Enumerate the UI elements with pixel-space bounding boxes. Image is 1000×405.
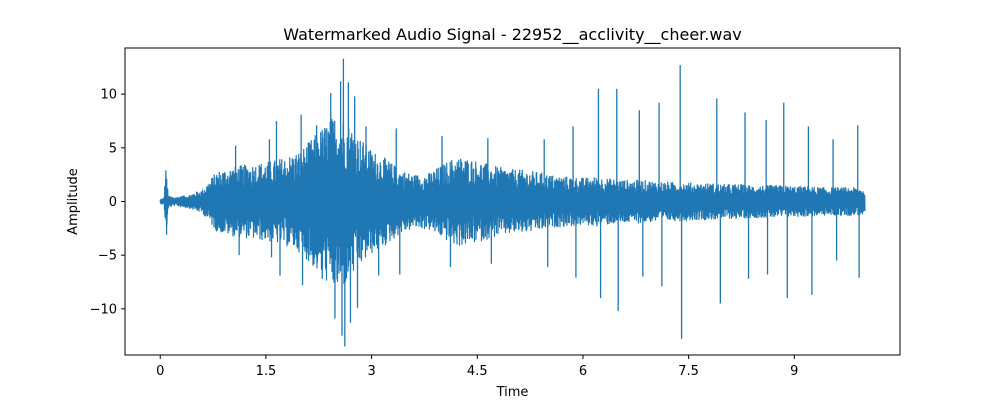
x-tick-label: 7.5: [678, 364, 699, 379]
x-tick-label: 9: [790, 364, 798, 379]
x-tick-label: 0: [156, 364, 164, 379]
y-axis-label: Amplitude: [66, 168, 81, 235]
chart-title: Watermarked Audio Signal - 22952__accliv…: [283, 25, 741, 45]
x-tick-label: 3: [367, 364, 375, 379]
x-axis-ticks: 0 1.5 3 4.5 6 7.5 9: [156, 355, 798, 379]
x-tick-label: 4.5: [467, 364, 488, 379]
y-tick-label: 10: [100, 88, 117, 103]
y-axis-ticks: 10 5 0 −5 −10: [90, 88, 125, 317]
waveform-line: [159, 118, 866, 285]
plot-frame: [124, 47, 901, 356]
y-tick-label: −10: [90, 302, 117, 317]
audio-waveform: [159, 58, 866, 347]
x-tick-label: 1.5: [256, 364, 277, 379]
y-tick-label: −5: [98, 249, 117, 264]
y-tick-label: 0: [109, 195, 117, 210]
x-tick-label: 6: [579, 364, 587, 379]
x-axis-label: Time: [496, 385, 529, 400]
y-tick-label: 5: [109, 141, 117, 156]
